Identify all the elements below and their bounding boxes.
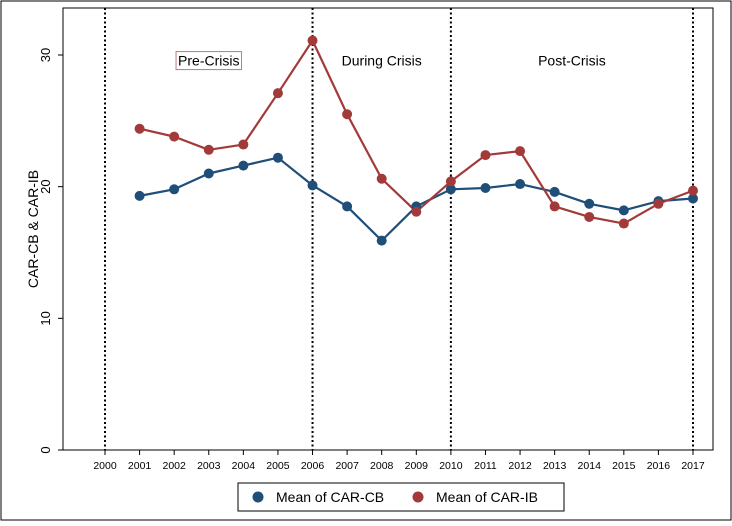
data-point-car-ib — [238, 139, 249, 150]
data-point-car-cb — [342, 201, 353, 212]
x-tick-label: 2017 — [681, 460, 705, 472]
data-point-car-ib — [169, 131, 180, 142]
data-point-car-cb — [445, 184, 456, 195]
data-point-car-cb — [549, 186, 560, 197]
x-tick-label: 2016 — [647, 460, 671, 472]
x-tick-label: 2007 — [335, 460, 359, 472]
legend-label-car-ib: Mean of CAR-IB — [436, 489, 538, 505]
plot-area-frame — [62, 7, 714, 451]
data-point-car-cb — [480, 182, 491, 193]
data-point-car-ib — [307, 35, 318, 46]
y-tick-label: 10 — [38, 311, 53, 325]
period-annotation: During Crisis — [342, 53, 422, 69]
x-tick-label: 2013 — [543, 460, 567, 472]
x-tick-label: 2009 — [405, 460, 429, 472]
data-point-car-ib — [653, 198, 664, 209]
data-point-car-ib — [203, 144, 214, 155]
x-tick-label: 2002 — [162, 460, 186, 472]
data-point-car-cb — [618, 205, 629, 216]
data-point-car-cb — [134, 190, 145, 201]
x-tick-label: 2008 — [370, 460, 394, 472]
data-point-car-cb — [688, 193, 698, 204]
data-point-car-cb — [238, 160, 249, 171]
data-point-car-ib — [688, 185, 698, 196]
data-point-car-ib — [342, 109, 353, 120]
legend-marker-car-cb — [252, 491, 264, 503]
data-point-car-ib — [549, 201, 560, 212]
x-tick-label: 2012 — [508, 460, 532, 472]
data-point-car-ib — [376, 173, 387, 184]
data-point-car-ib — [618, 218, 629, 229]
x-tick-label: 2000 — [93, 460, 117, 472]
x-tick-label: 2010 — [439, 460, 463, 472]
y-tick-label: 30 — [38, 48, 53, 62]
data-point-car-cb — [272, 152, 283, 163]
y-tick-label: 20 — [38, 179, 53, 193]
annotation-box — [175, 51, 242, 71]
period-annotation: Pre-Crisis — [178, 53, 239, 69]
data-point-car-cb — [169, 184, 180, 195]
data-point-car-ib — [480, 150, 491, 161]
y-axis-label: CAR-CB & CAR-IB — [25, 170, 41, 288]
data-point-car-ib — [272, 88, 283, 99]
data-point-car-cb — [584, 198, 595, 209]
x-tick-label: 2004 — [232, 460, 256, 472]
data-point-car-ib — [445, 176, 456, 187]
x-tick-label: 2001 — [128, 460, 152, 472]
period-annotation: Post-Crisis — [538, 53, 606, 69]
x-tick-label: 2003 — [197, 460, 221, 472]
x-tick-label: 2015 — [612, 460, 636, 472]
legend-label-car-cb: Mean of CAR-CB — [276, 489, 384, 505]
x-tick-label: 2005 — [266, 460, 290, 472]
data-point-car-ib — [134, 123, 145, 134]
x-tick-label: 2014 — [578, 460, 602, 472]
data-point-car-cb — [515, 179, 526, 190]
legend-marker-car-ib — [412, 491, 424, 503]
x-tick-label: 2006 — [301, 460, 325, 472]
data-point-car-ib — [411, 206, 422, 217]
legend-box — [237, 482, 565, 512]
data-point-car-cb — [307, 180, 318, 191]
y-tick-label: 0 — [38, 446, 53, 453]
data-point-car-cb — [203, 168, 214, 179]
data-point-car-ib — [515, 146, 526, 157]
x-tick-label: 2011 — [474, 460, 497, 472]
data-point-car-cb — [376, 235, 387, 246]
data-point-car-ib — [584, 211, 595, 222]
